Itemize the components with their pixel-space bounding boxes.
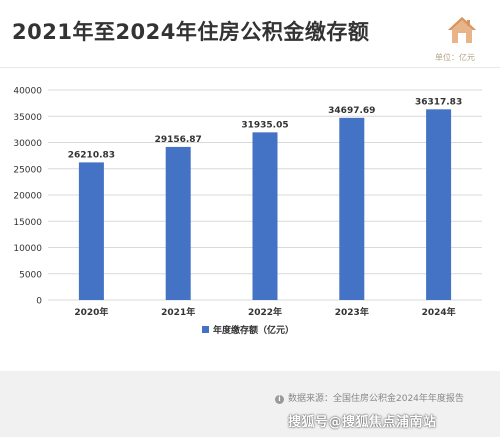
data-label: 31935.05 xyxy=(241,120,288,130)
chart-title: 2021年至2024年住房公积金缴存额 xyxy=(12,20,370,44)
unit-label: 单位：亿元 xyxy=(435,53,475,62)
y-tick-label: 15000 xyxy=(13,218,42,228)
watermark: 搜狐号@搜狐焦点浦南站 xyxy=(288,415,437,430)
bar xyxy=(165,146,191,300)
bar xyxy=(426,109,452,300)
data-label: 34697.69 xyxy=(328,106,375,116)
x-axis-ticks: 2020年 2021年 2022年 2023年 2024年 xyxy=(74,306,455,318)
y-tick-label: 35000 xyxy=(13,113,42,123)
legend-label: 年度缴存额（亿元） xyxy=(213,324,294,336)
y-tick-label: 10000 xyxy=(13,244,42,254)
data-label: 29156.87 xyxy=(155,135,202,145)
y-tick-label: 25000 xyxy=(13,165,42,175)
x-tick-label: 2020年 xyxy=(74,306,108,318)
y-tick-label: 20000 xyxy=(13,192,42,202)
divider xyxy=(0,67,500,68)
y-tick-label: 40000 xyxy=(13,87,42,97)
y-tick-label: 5000 xyxy=(19,270,42,280)
source-text: 数据来源：全国住房公积金2024年年度报告 xyxy=(288,394,464,404)
legend-swatch xyxy=(202,326,209,333)
bar xyxy=(339,117,365,300)
x-tick-label: 2022年 xyxy=(248,306,282,318)
footer-band xyxy=(0,371,500,437)
bar xyxy=(78,162,104,300)
x-tick-label: 2023年 xyxy=(335,306,369,318)
x-tick-label: 2021年 xyxy=(161,306,195,318)
data-labels: 26210.83 29156.87 31935.05 34697.69 36317.83 xyxy=(68,97,462,160)
house-icon xyxy=(448,17,476,43)
y-tick-label: 0 xyxy=(36,297,42,307)
source-note: i 数据来源：全国住房公积金2024年年度报告 xyxy=(275,391,464,404)
bar-chart: 0 5000 10000 15000 20000 25000 30000 35000 40000… xyxy=(13,87,482,336)
data-label: 26210.83 xyxy=(68,150,115,160)
legend: 年度缴存额（亿元） xyxy=(202,324,294,336)
y-tick-label: 30000 xyxy=(13,139,42,149)
bar xyxy=(252,132,278,300)
bars xyxy=(78,109,452,300)
x-tick-label: 2024年 xyxy=(422,306,456,318)
y-axis-ticks: 0 5000 10000 15000 20000 25000 30000 35000 40000 xyxy=(13,87,42,307)
info-icon: i xyxy=(275,395,284,404)
data-label: 36317.83 xyxy=(415,97,462,107)
